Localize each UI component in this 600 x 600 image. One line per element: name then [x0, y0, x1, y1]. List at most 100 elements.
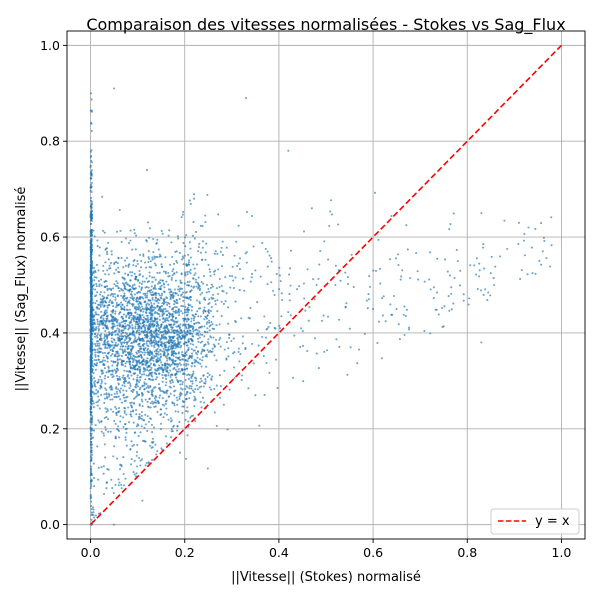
- scatter-point: [145, 386, 148, 389]
- scatter-point: [213, 273, 216, 276]
- scatter-point: [139, 386, 142, 389]
- scatter-point: [215, 359, 218, 362]
- scatter-point: [113, 319, 116, 322]
- scatter-point: [165, 301, 168, 304]
- scatter-point: [98, 334, 102, 337]
- scatter-point: [452, 212, 455, 215]
- scatter-point: [140, 259, 143, 263]
- scatter-point: [92, 229, 95, 232]
- scatter-point: [90, 293, 93, 296]
- scatter-point: [133, 287, 136, 290]
- scatter-point: [499, 255, 502, 258]
- scatter-point: [163, 291, 166, 294]
- scatter-point: [209, 286, 212, 289]
- scatter-point: [135, 352, 139, 355]
- scatter-point: [137, 279, 140, 282]
- scatter-point: [247, 387, 250, 390]
- scatter-point: [137, 336, 140, 339]
- scatter-point: [480, 212, 483, 215]
- scatter-point: [194, 379, 198, 382]
- scatter-point: [147, 386, 150, 389]
- scatter-point: [266, 250, 269, 253]
- scatter-point: [114, 353, 117, 356]
- scatter-point: [100, 300, 103, 303]
- scatter-point: [187, 297, 190, 300]
- scatter-point: [89, 267, 92, 270]
- scatter-point: [141, 296, 144, 299]
- scatter-point: [381, 314, 384, 317]
- scatter-point: [303, 297, 306, 300]
- scatter-point: [128, 321, 131, 324]
- scatter-point: [120, 288, 123, 291]
- scatter-point: [110, 478, 113, 481]
- scatter-point: [197, 287, 200, 290]
- scatter-point: [267, 325, 270, 328]
- scatter-point: [307, 319, 310, 322]
- scatter-point: [188, 270, 191, 273]
- scatter-point: [143, 426, 146, 429]
- scatter-point: [103, 351, 107, 355]
- scatter-point: [163, 337, 166, 340]
- scatter-point: [131, 364, 134, 367]
- scatter-point: [177, 285, 180, 288]
- scatter-point: [156, 320, 159, 323]
- scatter-point: [406, 248, 409, 251]
- scatter-point: [201, 224, 204, 228]
- scatter-point: [100, 284, 103, 287]
- scatter-point: [117, 303, 120, 306]
- scatter-point: [146, 344, 149, 347]
- scatter-point: [210, 320, 213, 324]
- scatter-point: [162, 347, 165, 350]
- scatter-point: [206, 193, 209, 197]
- y-tick-label: 0.2: [40, 421, 60, 436]
- scatter-point: [160, 263, 163, 266]
- scatter-point: [122, 331, 125, 334]
- scatter-point: [503, 219, 506, 222]
- scatter-point: [200, 385, 203, 388]
- scatter-point: [158, 294, 161, 297]
- scatter-point: [123, 322, 127, 325]
- scatter-point: [203, 318, 206, 321]
- scatter-point: [89, 355, 92, 358]
- scatter-point: [320, 319, 324, 322]
- scatter-point: [137, 298, 140, 301]
- scatter-point: [456, 259, 459, 263]
- scatter-point: [187, 348, 190, 352]
- scatter-point: [200, 280, 203, 284]
- scatter-point: [265, 328, 268, 331]
- scatter-point: [250, 276, 253, 279]
- scatter-point: [200, 365, 203, 368]
- scatter-point: [447, 295, 450, 298]
- scatter-point: [192, 414, 195, 417]
- scatter-point: [207, 342, 210, 345]
- scatter-point: [219, 385, 222, 388]
- scatter-point: [429, 332, 432, 335]
- scatter-point: [549, 265, 552, 268]
- scatter-point: [119, 391, 122, 394]
- scatter-point: [258, 424, 261, 427]
- scatter-point: [104, 387, 107, 390]
- scatter-point: [144, 378, 147, 381]
- scatter-point: [97, 328, 101, 331]
- scatter-point: [147, 236, 150, 239]
- scatter-point: [90, 500, 93, 503]
- scatter-point: [90, 244, 93, 248]
- scatter-point: [298, 285, 301, 288]
- scatter-point: [185, 364, 188, 367]
- scatter-point: [116, 392, 119, 395]
- x-axis-ticks: 0.0 0.2 0.4 0.6 0.8 1.0: [81, 539, 571, 560]
- scatter-point: [118, 335, 121, 338]
- scatter-point: [244, 97, 247, 100]
- scatter-point: [131, 317, 134, 320]
- scatter-point: [144, 296, 147, 299]
- scatter-point: [105, 487, 108, 490]
- scatter-point: [156, 410, 159, 414]
- scatter-point: [161, 266, 164, 269]
- scatter-point: [159, 285, 162, 288]
- scatter-point: [157, 341, 160, 344]
- scatter-point: [181, 368, 184, 371]
- scatter-point: [127, 274, 130, 277]
- scatter-point: [113, 283, 116, 286]
- scatter-point: [103, 401, 106, 405]
- scatter-point: [227, 306, 230, 309]
